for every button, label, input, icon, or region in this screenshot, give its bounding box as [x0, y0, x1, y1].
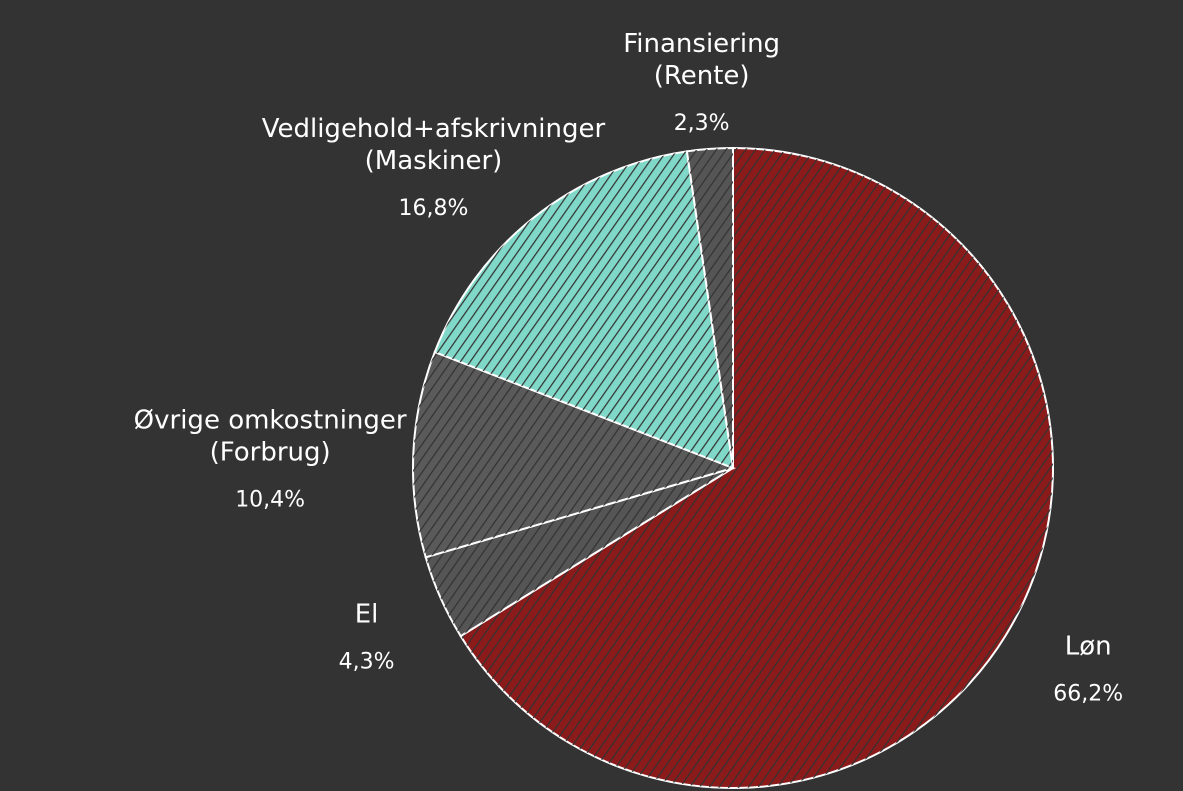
pie: [412, 146, 1054, 789]
value-label: 10,4%: [235, 488, 305, 513]
slice-label: Finansiering (Rente): [623, 29, 780, 91]
value-label: 66,2%: [1053, 681, 1123, 706]
slice-label: Løn: [1065, 631, 1112, 661]
value-label: 2,3%: [674, 111, 730, 136]
slice-label: Vedligehold+afskrivninger (Maskiner): [262, 113, 606, 175]
slice-label: Øvrige omkostninger (Forbrug): [134, 405, 407, 467]
labels: Løn 66,2% El 4,3% Øvrige omkostninger (Forbru…: [134, 29, 1123, 707]
slice-label: El: [355, 599, 379, 629]
value-label: 16,8%: [399, 196, 469, 221]
value-label: 4,3%: [339, 649, 395, 674]
